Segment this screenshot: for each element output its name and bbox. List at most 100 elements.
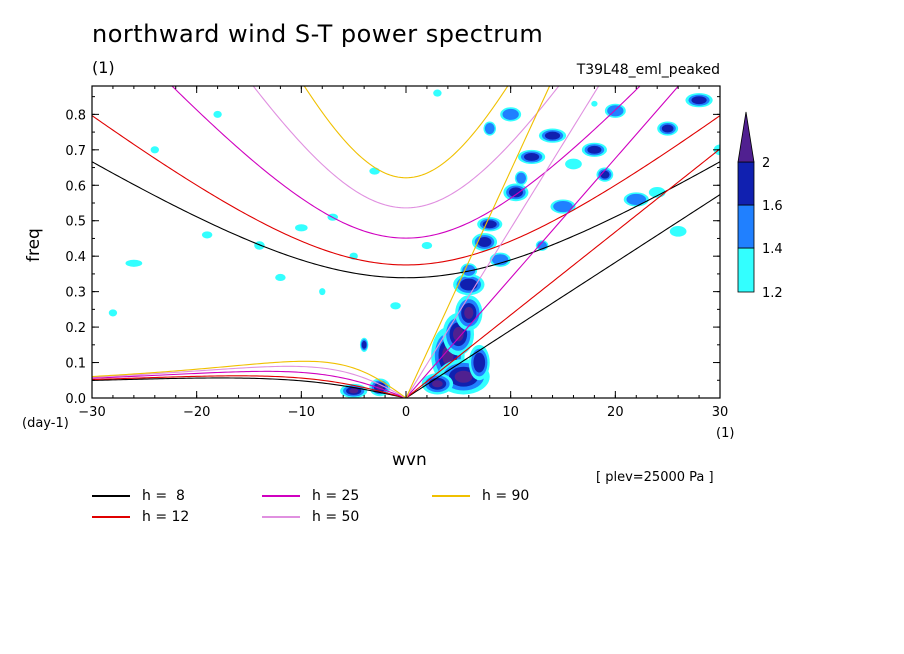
chart-title: northward wind S-T power spectrum — [92, 20, 544, 48]
contour-level-0 — [295, 224, 308, 232]
y-tick-label: 0.8 — [65, 108, 86, 123]
contour-level-0 — [591, 100, 598, 107]
inertia-gravity-curve — [92, 115, 720, 266]
contour-level-3 — [432, 380, 443, 388]
inertia-gravity-curve — [252, 86, 560, 209]
legend-label: h = 12 — [142, 509, 190, 525]
axis-ticks: −30 −20 −10 0 10 20 30 0.0 0.1 0.2 0.3 0.4 0.5 0.6 0.7… — [65, 86, 728, 420]
contour-level-1 — [553, 201, 573, 213]
contour-level-0 — [125, 259, 143, 267]
contour-level-2 — [544, 131, 561, 140]
contour-level-2 — [482, 220, 497, 229]
chart-subtitle-right: T39L48_eml_peaked — [576, 62, 720, 78]
rossby-curve — [92, 375, 407, 398]
dispersion-curves — [92, 86, 720, 398]
y-tick-label: 0.3 — [65, 286, 86, 301]
colorbar-label: 1.6 — [762, 199, 783, 214]
contour-level-0 — [319, 288, 326, 296]
y-tick-label: 0.4 — [65, 250, 86, 265]
contour-level-0 — [369, 167, 380, 175]
contour-level-0 — [254, 241, 265, 250]
contour-level-3 — [464, 306, 474, 319]
kelvin-curve — [405, 148, 720, 398]
legend-item: h = 25 — [262, 488, 359, 504]
legend-label: h = 90 — [482, 488, 530, 504]
legend-label: h = 50 — [312, 509, 360, 525]
y-tick-label: 0.1 — [65, 357, 86, 372]
kelvin-curve — [405, 86, 551, 398]
kelvin-curve — [405, 86, 600, 398]
y-tick-label: 0.0 — [65, 392, 86, 407]
colorbar-label: 1.4 — [762, 242, 783, 257]
legend-swatch — [92, 495, 130, 497]
contour-level-2 — [473, 352, 486, 373]
kelvin-curve — [405, 194, 720, 398]
legend-swatch — [432, 495, 470, 497]
contour-level-0 — [565, 158, 582, 170]
x-axis-unit: (1) — [716, 426, 735, 441]
contour-level-0 — [150, 146, 159, 154]
x-tick-label: 20 — [607, 405, 624, 420]
contour-level-2 — [460, 278, 478, 291]
pressure-level-annotation: [ plev=25000 Pa ] — [596, 470, 714, 485]
y-tick-label: 0.5 — [65, 215, 86, 230]
legend-item: h = 90 — [432, 488, 529, 504]
contour-level-2 — [691, 96, 707, 105]
contour-level-2 — [523, 152, 540, 161]
contour-level-2 — [587, 145, 602, 154]
legend-item: h = 50 — [262, 509, 359, 525]
rossby-curve — [92, 360, 407, 398]
colorbar-label: 1.2 — [762, 286, 783, 301]
y-tick-label: 0.7 — [65, 144, 86, 159]
colorbar-segment — [737, 161, 755, 206]
y-tick-label: 0.2 — [65, 321, 86, 336]
colorbar: 1.2 1.4 1.6 2 — [737, 111, 783, 301]
legend-swatch — [92, 516, 130, 518]
curves-clipped — [92, 86, 720, 398]
colorbar-label: 2 — [762, 156, 770, 171]
contour-level-3 — [349, 388, 359, 394]
legend-swatch — [262, 516, 300, 518]
rossby-curve — [92, 370, 407, 398]
inertia-gravity-curve — [92, 161, 720, 279]
contour-level-0 — [669, 226, 687, 237]
contour-level-1 — [516, 172, 527, 184]
contour-level-2 — [508, 187, 523, 198]
rossby-curve — [92, 365, 407, 398]
contour-level-1 — [626, 193, 647, 205]
rossby-curve — [92, 377, 407, 398]
contour-level-3 — [452, 326, 464, 342]
contour-level-2 — [477, 237, 492, 247]
y-tick-label: 0.6 — [65, 179, 86, 194]
contour-level-2 — [361, 340, 367, 349]
x-tick-label: 10 — [502, 405, 519, 420]
contour-level-0 — [433, 89, 442, 97]
inertia-gravity-curve — [171, 86, 641, 239]
contours-clipped — [108, 89, 720, 398]
contour-level-0 — [275, 273, 286, 282]
x-tick-label: −10 — [288, 405, 315, 420]
plot-frame — [91, 85, 721, 399]
contour-level-2 — [661, 124, 674, 133]
chart-subtitle-left: (1) — [92, 58, 115, 77]
legend-swatch — [262, 495, 300, 497]
y-axis-unit: (day-1) — [22, 416, 69, 431]
contour-level-0 — [108, 309, 118, 317]
contour-level-0 — [201, 231, 213, 239]
contour-level-3 — [454, 370, 473, 383]
x-tick-label: 30 — [712, 405, 729, 420]
x-tick-label: 0 — [402, 405, 410, 420]
contour-fills — [108, 89, 720, 398]
legend-label: h = 25 — [312, 488, 360, 504]
legend-item: h = 8 — [92, 488, 185, 504]
colorbar-segment — [737, 247, 755, 293]
colorbar-segment — [737, 204, 755, 249]
contour-level-1 — [484, 123, 495, 135]
contour-level-0 — [421, 242, 433, 250]
legend-item: h = 12 — [92, 509, 189, 525]
contour-level-0 — [213, 110, 222, 118]
kelvin-curve — [405, 86, 680, 398]
legend-label: h = 8 — [142, 488, 185, 504]
x-tick-label: −20 — [183, 405, 210, 420]
